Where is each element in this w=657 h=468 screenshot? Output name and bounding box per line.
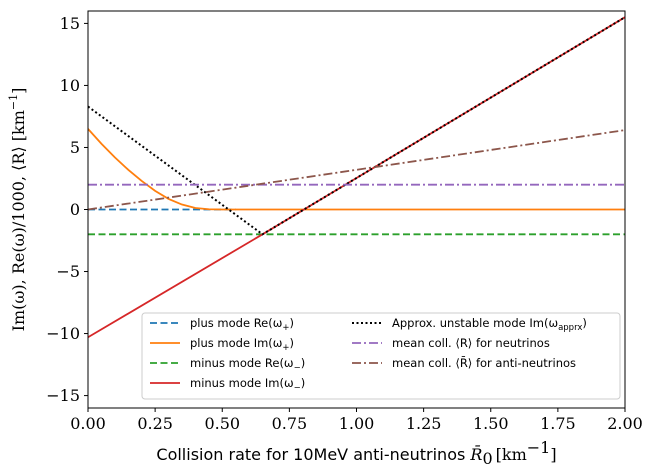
series-line-6 <box>88 129 625 211</box>
x-tick-label: 1.50 <box>473 414 509 433</box>
legend-box <box>141 312 621 400</box>
legend: plus mode Re(ω+) plus mode Im(ω+) minus mo… <box>141 312 621 400</box>
y-tick-label: 0 <box>70 200 80 219</box>
legend-label: minus mode Im(ω−) <box>190 376 305 393</box>
plot-lines <box>88 16 625 339</box>
x-axis-label: Collision rate for 10MeV anti-neutrinos … <box>156 438 556 468</box>
series-line-4 <box>88 16 625 236</box>
legend-label: minus mode Re(ω−) <box>190 356 305 373</box>
x-tick-label: 1.25 <box>406 414 442 433</box>
y-tick-label: −5 <box>56 262 80 281</box>
y-tick-label: 15 <box>60 14 80 33</box>
x-tick-label: 0.75 <box>272 414 308 433</box>
ticks: 0.00 0.25 0.50 0.75 1.00 1.25 1.50 1.75 2.00 −15 −… <box>46 14 643 433</box>
series-line-1 <box>88 128 625 211</box>
y-tick-label: 5 <box>70 138 80 157</box>
y-tick-label: −15 <box>46 386 80 405</box>
x-tick-label: 0.50 <box>204 414 240 433</box>
y-tick-label: 10 <box>60 76 80 95</box>
legend-label: plus mode Re(ω+) <box>190 316 294 333</box>
legend-label: mean coll. ⟨R̄⟩ for anti-neutrinos <box>392 356 576 370</box>
legend-label: Approx. unstable mode Im(ωapprx) <box>392 316 587 333</box>
y-tick-label: −10 <box>46 324 80 343</box>
x-tick-label: 2.00 <box>607 414 643 433</box>
y-axis-label: Im(ω), Re(ω)/1000, ⟨R⟩ [km−1] <box>7 88 28 332</box>
legend-items: plus mode Re(ω+) plus mode Im(ω+) minus mo… <box>150 316 587 393</box>
legend-label: plus mode Im(ω+) <box>190 336 294 353</box>
x-tick-label: 1.75 <box>540 414 576 433</box>
x-tick-label: 1.00 <box>339 414 375 433</box>
legend-label: mean coll. ⟨R⟩ for neutrinos <box>392 336 550 350</box>
x-tick-label: 0.00 <box>70 414 106 433</box>
x-tick-label: 0.25 <box>137 414 173 433</box>
